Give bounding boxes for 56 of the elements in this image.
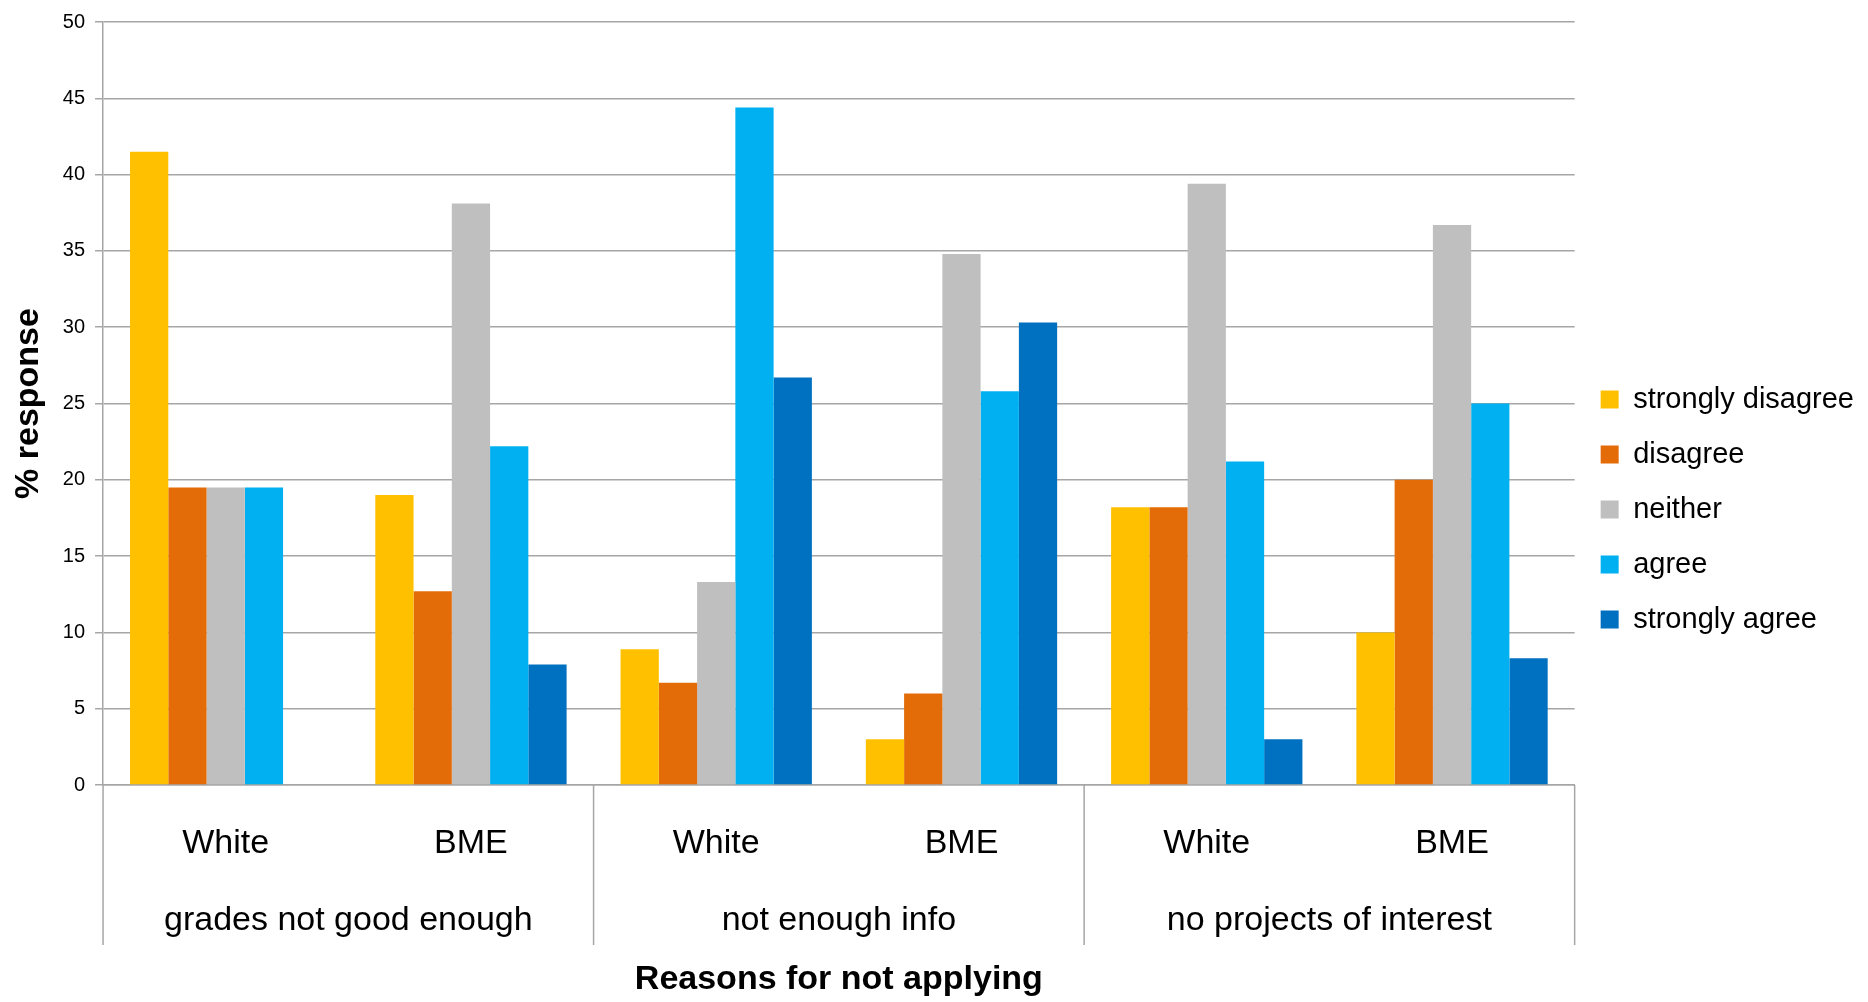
bar (697, 582, 736, 785)
text: no projects of interest (1166, 899, 1493, 938)
bar (865, 739, 905, 785)
text: not enough info (721, 899, 957, 938)
legend-label: agree (1633, 546, 1708, 579)
bar (1111, 507, 1150, 785)
x-tick-label: BME (924, 821, 999, 860)
y-axis-title: % response (6, 308, 45, 499)
legend-label: disagree (1633, 436, 1745, 469)
bar (413, 591, 452, 785)
y-tick-label: 20 (62, 467, 86, 490)
y-tick-label: 0 (73, 772, 86, 795)
bar (1018, 322, 1058, 785)
y-tick-label: 40 (62, 162, 86, 185)
x-tick-label: White (672, 821, 760, 860)
bar (130, 151, 169, 785)
bar (658, 682, 698, 785)
y-tick-label: 5 (73, 696, 86, 719)
bar (1149, 507, 1188, 785)
y-tick-label: 25 (62, 391, 86, 414)
x-tick-label: White (182, 821, 270, 860)
bar (490, 446, 529, 785)
bar (1187, 183, 1226, 785)
x-tick-label: White (1163, 821, 1251, 860)
y-tick-label: 45 (62, 85, 86, 108)
y-tick-label: 10 (62, 619, 86, 642)
bar (980, 391, 1019, 785)
bar (1509, 658, 1548, 785)
bar (206, 487, 245, 785)
legend-label: neither (1633, 491, 1723, 524)
y-tick-label: 50 (62, 9, 86, 32)
bar (1471, 403, 1510, 785)
bar (168, 487, 207, 785)
bar (451, 203, 491, 785)
legend-label: strongly agree (1633, 601, 1817, 634)
bar (1356, 632, 1395, 785)
bar (942, 253, 981, 785)
text: grades not good enough (163, 899, 533, 938)
bar (1225, 461, 1265, 785)
bar (1264, 739, 1303, 785)
y-tick-label: 30 (62, 314, 86, 337)
x-tick-label: BME (434, 821, 508, 860)
bar (244, 487, 284, 785)
bar (773, 377, 812, 785)
y-tick-label: 15 (62, 543, 86, 566)
bar (375, 495, 414, 785)
x-tick-label: BME (1415, 821, 1489, 860)
bar (735, 107, 774, 785)
legend-label: strongly disagree (1633, 381, 1854, 414)
bar (904, 693, 943, 785)
bar (1394, 479, 1433, 785)
bar (620, 649, 659, 785)
x-axis-title: Reasons for not applying (634, 958, 1043, 997)
y-tick-label: 35 (62, 238, 86, 261)
bar (1432, 224, 1472, 785)
bar (528, 664, 567, 785)
